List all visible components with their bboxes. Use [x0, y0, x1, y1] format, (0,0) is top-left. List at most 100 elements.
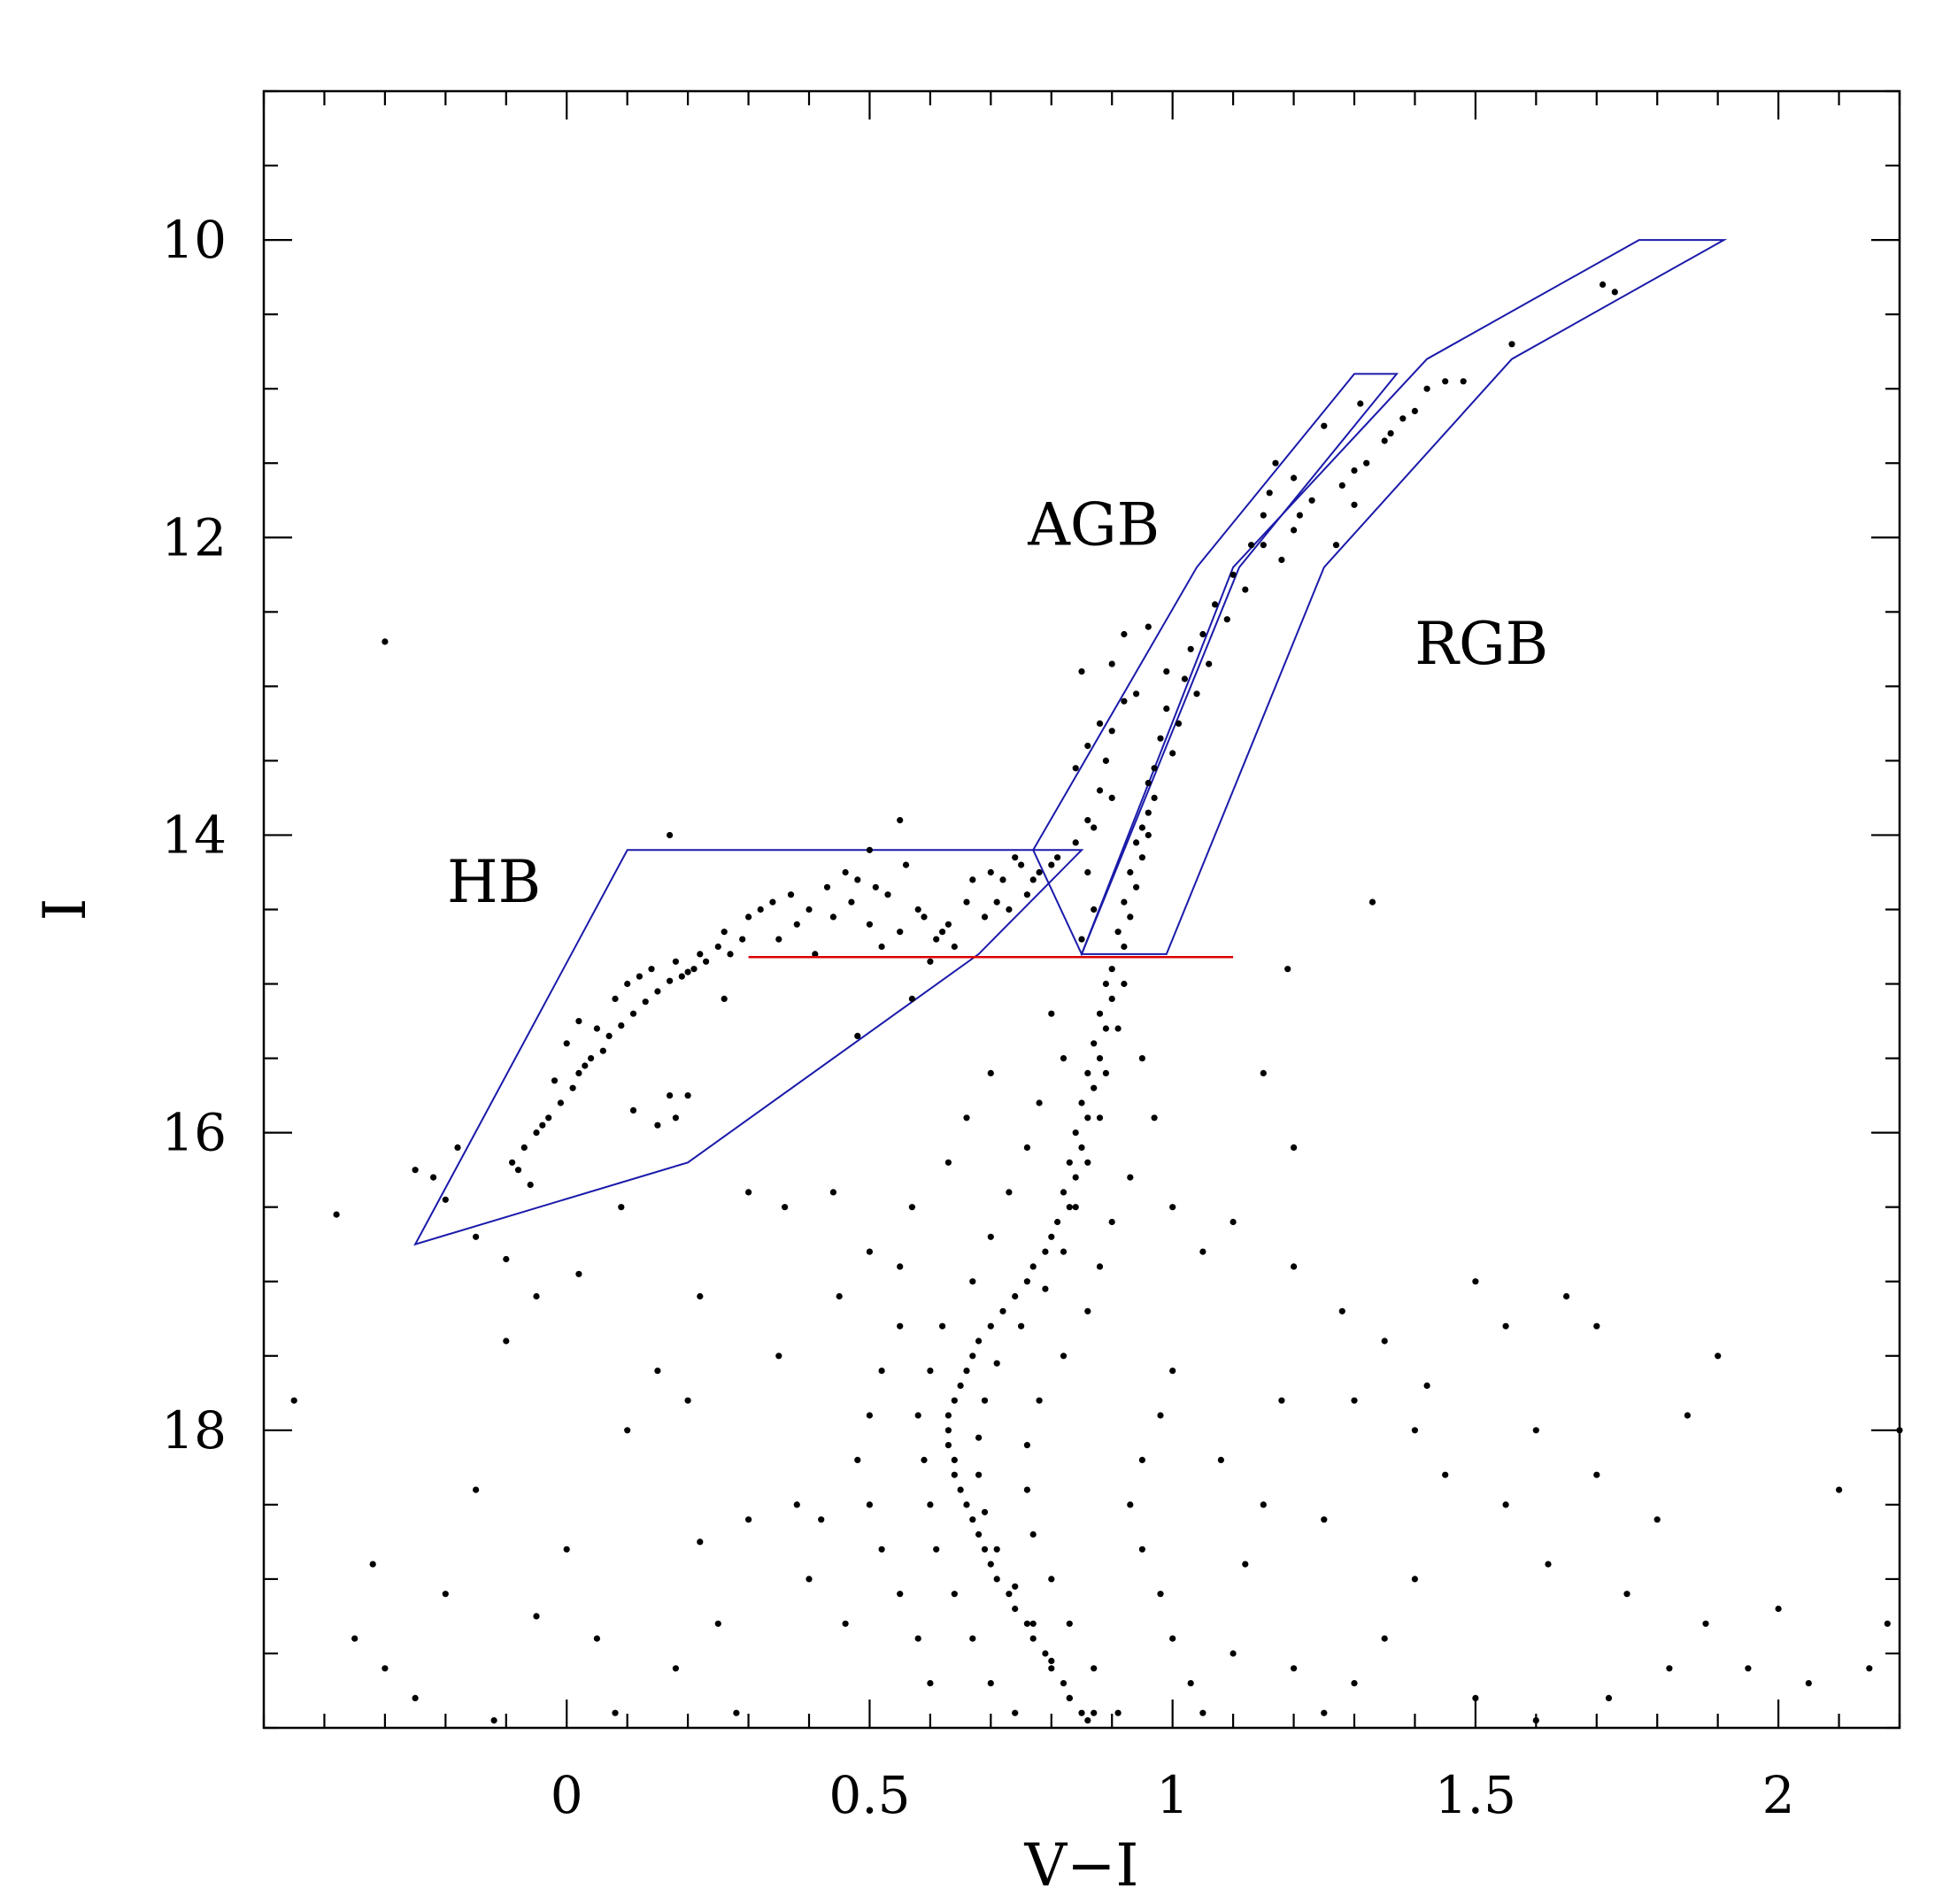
- data-point: [842, 868, 849, 876]
- data-point: [1169, 1635, 1176, 1642]
- data-point: [1169, 1368, 1176, 1375]
- data-point: [848, 898, 855, 906]
- data-point: [1096, 1055, 1104, 1062]
- data-point: [733, 1709, 740, 1716]
- data-point: [1593, 1322, 1600, 1330]
- data-point: [1060, 1680, 1068, 1687]
- data-point: [1563, 1292, 1570, 1300]
- data-point: [1805, 1680, 1812, 1687]
- data-point: [575, 1018, 582, 1025]
- data-point: [1121, 980, 1128, 988]
- data-point: [1187, 645, 1194, 652]
- data-point: [1163, 705, 1170, 713]
- data-point: [1012, 1605, 1019, 1613]
- data-point: [533, 1129, 540, 1137]
- data-point: [1411, 1576, 1418, 1583]
- data-point: [1078, 668, 1085, 675]
- data-point: [1411, 407, 1418, 414]
- data-point: [981, 1508, 989, 1515]
- data-point: [1472, 1278, 1479, 1285]
- data-point: [1151, 794, 1158, 802]
- data-point: [1230, 1218, 1237, 1226]
- data-point: [672, 1665, 680, 1672]
- data-point: [969, 1278, 976, 1285]
- data-point: [745, 1189, 752, 1196]
- annotation-hb: HB: [447, 848, 541, 916]
- data-point: [1291, 1263, 1298, 1270]
- data-point: [914, 906, 921, 913]
- data-point: [866, 921, 874, 928]
- data-point: [1338, 482, 1345, 489]
- data-point: [412, 1694, 419, 1701]
- data-point: [1545, 1561, 1552, 1568]
- data-point: [1260, 1069, 1267, 1076]
- data-point: [981, 913, 989, 921]
- data-point: [897, 817, 904, 824]
- data-point: [697, 1292, 704, 1300]
- data-point: [1096, 1114, 1104, 1122]
- region-outline-rgb: [1080, 239, 1728, 955]
- data-point: [1036, 1397, 1043, 1404]
- data-point: [654, 1122, 661, 1129]
- data-point: [1623, 1591, 1630, 1598]
- data-point: [1006, 906, 1013, 913]
- data-point: [1351, 1680, 1358, 1687]
- data-point: [629, 1106, 637, 1114]
- data-point: [575, 1069, 582, 1076]
- data-point: [1387, 430, 1394, 437]
- data-point: [1181, 675, 1188, 682]
- data-point: [866, 846, 874, 853]
- data-point: [1072, 1174, 1079, 1181]
- data-point: [1284, 966, 1291, 973]
- data-point: [648, 966, 655, 973]
- data-point: [1138, 854, 1145, 861]
- data-point: [1091, 1709, 1098, 1716]
- data-point: [1291, 527, 1298, 534]
- data-point: [806, 906, 813, 913]
- data-point: [1084, 1717, 1091, 1724]
- data-point: [1605, 1694, 1613, 1701]
- data-point: [1127, 1174, 1134, 1181]
- data-point: [1121, 943, 1128, 951]
- data-point: [1291, 1665, 1298, 1672]
- data-point: [1066, 1204, 1073, 1211]
- data-point: [1036, 1099, 1043, 1106]
- data-point: [927, 1368, 934, 1375]
- data-point: [1023, 1144, 1030, 1151]
- data-point: [987, 868, 994, 876]
- data-point: [618, 1204, 625, 1211]
- data-point: [1078, 936, 1085, 943]
- data-point: [1048, 1233, 1055, 1240]
- data-point: [1593, 1471, 1600, 1478]
- data-point: [703, 958, 710, 965]
- data-point: [939, 929, 946, 936]
- data-point: [951, 1591, 958, 1598]
- data-point: [1006, 1189, 1013, 1196]
- data-point: [678, 973, 685, 980]
- data-point: [1042, 1285, 1049, 1292]
- data-point: [1666, 1665, 1673, 1672]
- data-point: [721, 995, 728, 1002]
- data-point: [1223, 616, 1230, 623]
- annotation-agb: AGB: [1027, 491, 1160, 559]
- data-point: [1084, 817, 1091, 824]
- y-tick-label: 16: [161, 1103, 227, 1163]
- data-point: [829, 1189, 837, 1196]
- data-point: [563, 1040, 570, 1047]
- x-axis-label: V−I: [1023, 1831, 1138, 1900]
- data-point: [1121, 630, 1128, 638]
- data-point: [1460, 378, 1467, 385]
- data-point: [975, 1434, 983, 1441]
- data-point: [829, 913, 837, 921]
- data-point: [1012, 1709, 1019, 1716]
- data-point: [1272, 459, 1279, 466]
- data-point: [993, 898, 1000, 906]
- data-point: [1157, 735, 1164, 742]
- data-point: [1248, 542, 1255, 549]
- data-point: [1836, 1486, 1843, 1493]
- data-point: [1351, 1397, 1358, 1404]
- data-point: [1042, 1248, 1049, 1255]
- data-point: [672, 1114, 680, 1122]
- data-point: [897, 1322, 904, 1330]
- data-point: [1151, 1114, 1158, 1122]
